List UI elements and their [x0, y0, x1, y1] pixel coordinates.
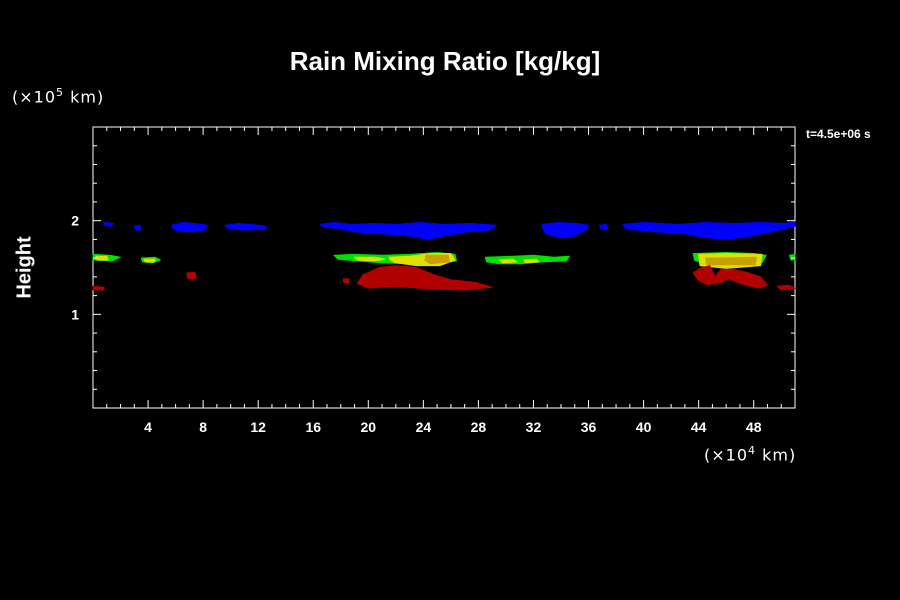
rain-region-low-2 [171, 222, 208, 233]
x-tick-label: 36 [581, 419, 597, 435]
y-axis-unit: (×105 km) [12, 86, 104, 106]
rain-region-high-19 [523, 258, 540, 264]
x-tick-label: 16 [305, 419, 321, 435]
x-tick-label: 12 [250, 419, 266, 435]
chart-title: Rain Mixing Ratio [kg/kg] [289, 46, 601, 76]
rain-region-low-4 [319, 222, 497, 240]
x-tick-label: 20 [361, 419, 377, 435]
x-axis-unit: (×104 km) [704, 444, 796, 464]
rain-region-deep-27 [776, 284, 796, 291]
x-tick-label: 28 [471, 419, 487, 435]
x-tick-label: 44 [691, 419, 707, 435]
x-unit-suffix: km) [756, 445, 797, 465]
x-tick-label: 40 [636, 419, 652, 435]
x-tick-label: 4 [144, 419, 152, 435]
x-tick-label: 48 [746, 419, 762, 435]
y-unit-suffix: km) [64, 87, 105, 107]
y-tick-label: 2 [71, 213, 79, 229]
x-unit-prefix: (×10 [704, 445, 749, 465]
time-label: t=4.5e+06 s [806, 127, 871, 141]
rain-region-high-16 [354, 256, 386, 262]
rain-region-low-6 [599, 223, 609, 230]
rain-region-low-1 [133, 224, 142, 231]
rain-region-low-7 [622, 221, 796, 240]
x-unit-exponent: 4 [748, 444, 757, 457]
rain-region-deep-23 [186, 271, 197, 280]
plot-frame [92, 126, 796, 409]
rain-region-high-18 [498, 258, 518, 264]
rain-region-high-14 [95, 255, 109, 261]
rain-region-mid-13 [789, 253, 796, 261]
y-unit-exponent: 5 [56, 86, 65, 99]
rain-region-high-15 [143, 258, 156, 263]
x-tick-label: 8 [199, 419, 207, 435]
x-tick-label: 24 [416, 419, 432, 435]
rain-region-peak-22 [705, 256, 757, 266]
rain-region-deep-25 [356, 265, 493, 291]
rain-region-peak-21 [424, 254, 450, 265]
rain-region-deep-28 [92, 285, 105, 291]
rain-region-low-3 [224, 223, 267, 231]
rain-region-low-0 [103, 222, 115, 227]
rain-region-low-5 [541, 222, 589, 238]
y-unit-prefix: (×10 [12, 87, 57, 107]
rain-region-deep-24 [343, 278, 350, 284]
rain-region-deep-26 [692, 265, 768, 289]
x-tick-label: 32 [526, 419, 542, 435]
y-tick-label: 1 [71, 306, 79, 322]
